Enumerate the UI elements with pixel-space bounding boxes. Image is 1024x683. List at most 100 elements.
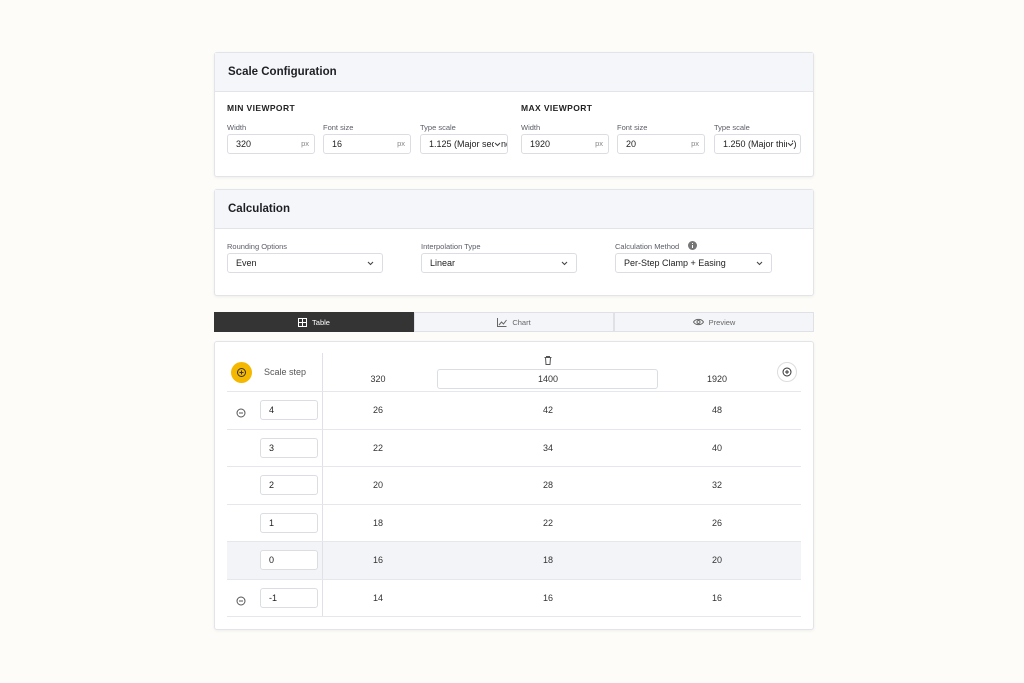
eye-icon [692,318,704,326]
select-value: Even [236,258,257,268]
type-scale-select[interactable]: 1.125 (Major second) [420,134,508,154]
chevron [561,261,568,266]
section-heading: MIN VIEWPORT [227,103,296,113]
table-cell: 26 [711,517,723,528]
font-size-input[interactable]: 20 px [617,134,705,154]
minus-icon [236,596,246,605]
table-cell: 42 [542,405,554,415]
unit: px [301,139,309,148]
select-value: 1.250 (Major third) [723,139,797,149]
table-cell: 14 [372,592,384,603]
chart-icon [497,317,508,327]
column-header: 1920 [706,374,728,384]
step-input[interactable]: 0 [260,550,318,570]
unit: px [595,139,603,148]
row-line [227,504,801,505]
width-input[interactable]: 320 px [227,134,315,154]
input-value: 320 [236,139,252,149]
width-input[interactable]: 1920 px [521,134,609,154]
tab-label: Table [312,317,330,327]
column-header: Scale step [264,367,307,377]
select-value: Per-Step Clamp + Easing [624,258,726,268]
type-scale-select[interactable]: 1.250 (Major third) [714,134,801,154]
row-line [227,541,801,542]
input-value: 20 [626,139,637,149]
tab-label: Chart [512,317,531,327]
input-value: 1920 [530,139,551,149]
interpolation-select[interactable]: Linear [421,253,577,273]
field-label: Calculation Method [615,242,680,251]
table-cell: 48 [711,405,723,415]
table-cell: 26 [372,405,384,415]
field-label: Width [521,123,541,132]
field-label: Width [227,123,247,132]
table-cell: 20 [372,480,384,490]
step-input[interactable]: 4 [260,400,318,420]
delete-column-button[interactable] [544,356,552,365]
select-value: 1.125 (Major second) [429,139,508,149]
row-line [227,579,801,580]
field-label: Type scale [714,123,750,132]
chevron [367,261,374,266]
remove-row-button[interactable] [236,593,246,605]
table-cell: 34 [542,442,554,453]
tab-label: Preview [708,317,736,327]
table-cell: 18 [542,555,554,565]
column-header: 320 [370,374,386,384]
step-input[interactable]: 3 [260,437,318,458]
select-value: Linear [430,258,456,268]
rounding-select[interactable]: Even [227,253,383,273]
field-label: Type scale [420,123,456,132]
unit: px [691,139,699,148]
row-line [227,429,801,430]
column-divider [322,353,323,616]
table-cell: 16 [542,592,554,603]
row-line [227,391,801,392]
section-heading: MAX VIEWPORT [521,103,593,113]
table-cell: 16 [711,592,723,603]
chevron [494,142,501,147]
column-input[interactable] [437,369,658,389]
add-row-button[interactable] [231,362,252,383]
table-cell: 16 [372,555,384,565]
tab[interactable]: Preview [614,312,814,332]
table-cell: 28 [542,480,554,490]
add-column-button[interactable] [777,362,797,382]
scale-config-card: Scale Configuration [214,52,814,177]
tab[interactable]: Table [214,312,414,332]
calculation-card: Calculation [214,189,814,296]
unit: px [397,139,405,148]
field-label: Interpolation Type [421,242,481,251]
row-line [227,466,801,467]
card-title: Calculation [228,203,290,215]
info-icon[interactable] [688,241,697,250]
tab[interactable]: Chart [414,312,614,332]
step-input[interactable]: -1 [260,587,318,608]
method-select[interactable]: Per-Step Clamp + Easing [615,253,772,273]
step-input[interactable]: 1 [260,512,318,533]
field-label: Font size [617,123,648,132]
column-header: 1400 [537,374,559,384]
field-label: Rounding Options [227,242,288,251]
table-cell: 20 [711,555,723,565]
table-cell: 18 [372,517,384,528]
card-title: Scale Configuration [228,66,337,78]
table-icon [298,317,308,327]
row-line [227,616,801,617]
table-cell: 32 [711,480,723,490]
step-input[interactable]: 2 [260,475,318,495]
input-value: 16 [332,139,343,149]
chevron [756,261,763,266]
table-cell: 22 [372,442,384,453]
chevron [787,142,794,147]
field-label: Font size [323,123,354,132]
remove-row-button[interactable] [236,405,246,418]
minus-icon [236,408,246,418]
card-header [215,190,813,229]
font-size-input[interactable]: 16 px [323,134,411,154]
table-cell: 22 [542,517,554,528]
table-cell: 40 [711,442,723,453]
card-header [215,53,813,92]
